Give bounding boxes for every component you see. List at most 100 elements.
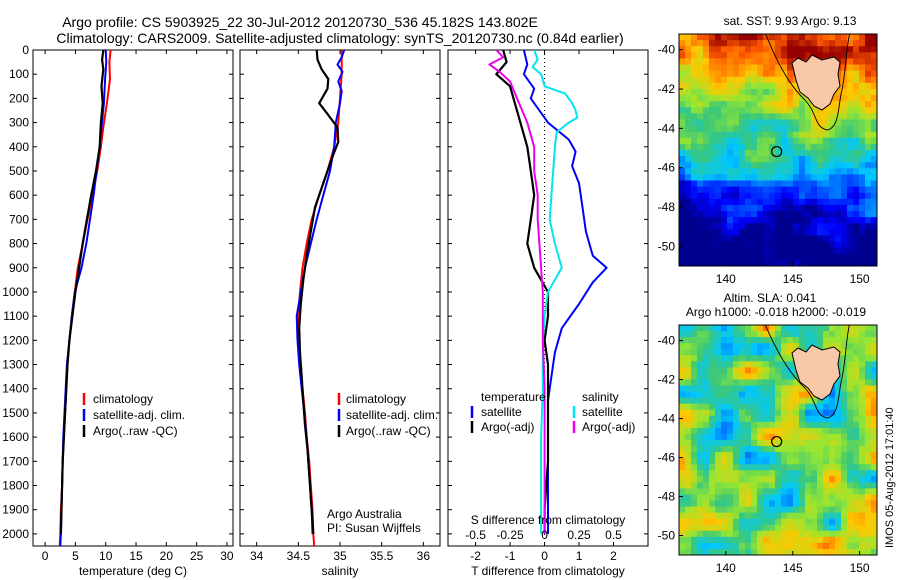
heatmap-cell xyxy=(709,76,716,84)
heatmap-cell xyxy=(859,186,866,194)
heatmap-cell xyxy=(763,542,770,550)
heatmap-cell xyxy=(739,518,746,526)
heatmap-cell xyxy=(751,211,758,218)
heatmap-cell xyxy=(793,34,800,41)
heatmap-cell xyxy=(679,58,686,66)
heatmap-cell xyxy=(811,397,818,405)
heatmap-cell xyxy=(871,58,877,66)
heatmap-cell xyxy=(835,34,842,41)
heatmap-cell xyxy=(685,542,692,550)
heatmap-cell xyxy=(721,415,728,423)
heatmap-cell xyxy=(847,150,854,157)
heatmap-cell xyxy=(763,58,770,66)
heatmap-cell xyxy=(787,101,794,108)
heatmap-cell xyxy=(787,500,794,508)
heatmap-cell xyxy=(691,446,698,453)
heatmap-cell xyxy=(733,536,740,544)
heatmap-cell xyxy=(781,156,788,163)
heatmap-cell xyxy=(805,198,812,206)
heatmap-cell xyxy=(799,536,806,544)
heatmap-cell xyxy=(703,113,710,121)
heatmap-cell xyxy=(739,536,746,544)
heatmap-cell xyxy=(859,452,866,459)
heatmap-cell xyxy=(691,95,698,102)
heatmap-cell xyxy=(835,331,842,338)
heatmap-cell xyxy=(841,343,848,350)
heatmap-cell xyxy=(847,235,854,243)
heatmap-cell xyxy=(763,76,770,84)
heatmap-cell xyxy=(787,40,794,47)
heatmap-cell xyxy=(679,95,686,102)
heatmap-cell xyxy=(817,156,824,163)
heatmap-cell xyxy=(757,440,764,447)
heatmap-cell xyxy=(859,162,866,169)
heatmap-cell xyxy=(775,361,782,368)
heatmap-cell xyxy=(811,488,818,496)
heatmap-cell xyxy=(709,355,716,362)
heatmap-cell xyxy=(739,217,746,224)
heatmap-cell xyxy=(769,494,776,502)
heatmap-cell xyxy=(787,125,794,133)
heatmap-cell xyxy=(853,542,860,550)
heatmap-cell xyxy=(733,391,740,399)
heatmap-cell xyxy=(703,186,710,194)
heatmap-cell xyxy=(835,143,842,151)
heatmap-cell xyxy=(781,403,788,411)
heatmap-cell xyxy=(769,470,776,477)
heatmap-cell xyxy=(715,40,722,47)
heatmap-cell xyxy=(775,355,782,362)
heatmap-cell xyxy=(715,397,722,405)
heatmap-cell xyxy=(871,464,877,471)
heatmap-cell xyxy=(715,211,722,218)
heatmap-cell xyxy=(817,512,824,520)
heatmap-cell xyxy=(769,241,776,249)
sst-map-panel: sat. SST: 9.93 Argo: 9.13 140 145 150-40-4… xyxy=(658,14,878,286)
heatmap-cell xyxy=(733,46,740,53)
heatmap-cell xyxy=(775,162,782,169)
heatmap-cell xyxy=(799,156,806,163)
heatmap-cell xyxy=(685,433,692,441)
heatmap-cell xyxy=(721,343,728,350)
heatmap-cell xyxy=(841,82,848,90)
heatmap-cell xyxy=(841,217,848,224)
heatmap-cell xyxy=(727,40,734,47)
heatmap-cell xyxy=(697,530,704,538)
heatmap-cell xyxy=(691,458,698,465)
heatmap-cell xyxy=(709,361,716,368)
heatmap-cell xyxy=(721,482,728,490)
heatmap-cell xyxy=(715,488,722,496)
heatmap-cell xyxy=(817,180,824,188)
heatmap-cell xyxy=(853,235,860,243)
heatmap-cell xyxy=(745,143,752,151)
heatmap-cell xyxy=(703,101,710,108)
heatmap-cell xyxy=(697,349,704,356)
heatmap-cell xyxy=(733,198,740,206)
heatmap-cell xyxy=(787,143,794,151)
heatmap-cell xyxy=(799,337,806,344)
heatmap-cell xyxy=(847,482,854,490)
heatmap-cell xyxy=(739,223,746,230)
heatmap-cell xyxy=(799,530,806,538)
sst-tasmania-land xyxy=(791,54,841,111)
heatmap-cell xyxy=(745,500,752,508)
heatmap-cell xyxy=(853,95,860,102)
heatmap-cell xyxy=(847,204,854,212)
heatmap-cell xyxy=(757,548,764,555)
heatmap-cell xyxy=(697,512,704,520)
heatmap-cell xyxy=(871,217,877,224)
heatmap-cell xyxy=(781,355,788,362)
heatmap-cell xyxy=(727,446,734,453)
heatmap-cell xyxy=(865,361,872,368)
heatmap-cell xyxy=(865,101,872,108)
heatmap-cell xyxy=(733,150,740,157)
heatmap-cell xyxy=(763,361,770,368)
heatmap-cell xyxy=(829,46,836,53)
heatmap-cell xyxy=(853,446,860,453)
x-tick-label: 30 xyxy=(220,549,234,563)
heatmap-cell xyxy=(703,76,710,84)
heatmap-cell xyxy=(679,506,686,514)
map-lat-tick-label: -46 xyxy=(658,161,676,175)
heatmap-cell xyxy=(817,440,824,447)
heatmap-cell xyxy=(787,397,794,405)
heatmap-cell xyxy=(757,34,764,41)
